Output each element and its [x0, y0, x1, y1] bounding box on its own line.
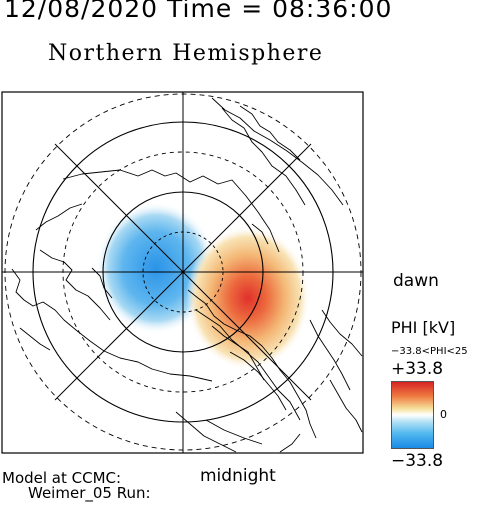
- negative-cell: [96, 202, 216, 334]
- colorbar-range: −33.8<PHI<25: [391, 346, 468, 357]
- date-time-header: 12/08/2020 Time = 08:36:00: [4, 0, 392, 23]
- header-time: 08:36:00: [272, 0, 393, 23]
- coastlines: [11, 97, 363, 453]
- model-line-2: Weimer_05 Run:: [28, 484, 151, 502]
- midnight-label: midnight: [200, 466, 276, 486]
- dawn-label: dawn: [393, 271, 439, 291]
- grid-meridians: [2, 92, 363, 453]
- colorbar: [391, 381, 434, 449]
- header-time-label: Time: [167, 0, 233, 23]
- header-equals: =: [241, 0, 264, 23]
- model-line-1: Model at CCMC:: [2, 469, 122, 487]
- colorbar-max-label: +33.8: [391, 359, 444, 379]
- colorbar-min-label: −33.8: [391, 451, 444, 471]
- colorbar-title: PHI [kV]: [391, 318, 456, 337]
- header-date: 12/08/2020: [4, 0, 159, 23]
- positive-cell: [186, 226, 310, 370]
- hemisphere-title: Northern Hemisphere: [48, 41, 324, 66]
- colorbar-zero-label: 0: [440, 408, 447, 421]
